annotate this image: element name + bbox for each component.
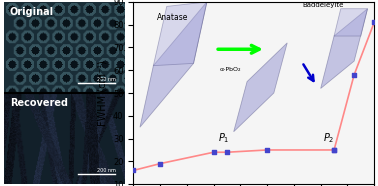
- Point: [371, 21, 377, 24]
- Text: Baddeleyite: Baddeleyite: [302, 2, 343, 8]
- Text: $P_1$: $P_1$: [218, 131, 229, 145]
- Point: [264, 148, 270, 151]
- Text: Recovered: Recovered: [10, 98, 68, 108]
- Polygon shape: [321, 9, 367, 89]
- Polygon shape: [334, 9, 367, 36]
- Text: $P_2$: $P_2$: [323, 131, 335, 145]
- Text: 200 nm: 200 nm: [97, 77, 116, 82]
- Polygon shape: [140, 2, 207, 127]
- Polygon shape: [153, 2, 207, 66]
- Text: 200 nm: 200 nm: [97, 168, 116, 173]
- Point: [157, 162, 163, 165]
- Point: [331, 148, 337, 151]
- Point: [224, 151, 230, 154]
- Text: α-PbO₂: α-PbO₂: [220, 67, 242, 72]
- Y-axis label: FWHM (cm⁻¹): FWHM (cm⁻¹): [98, 60, 107, 126]
- Text: Original: Original: [10, 7, 54, 17]
- Point: [351, 73, 357, 76]
- Point: [211, 151, 217, 154]
- Text: Anatase: Anatase: [157, 13, 189, 22]
- Point: [130, 169, 136, 172]
- Polygon shape: [234, 43, 287, 132]
- Point: [331, 148, 337, 151]
